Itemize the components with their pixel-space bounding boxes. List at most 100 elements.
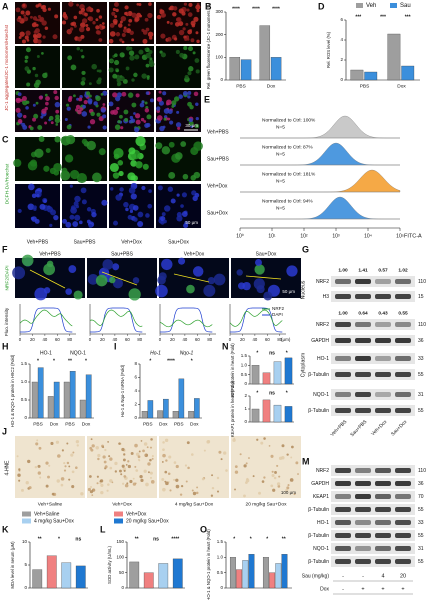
cell: [181, 11, 186, 16]
cell: [61, 449, 64, 452]
cell: [24, 35, 29, 40]
cell: [26, 39, 30, 42]
cell: [67, 29, 72, 34]
x-tick-label: Dox: [82, 421, 91, 427]
cell: [109, 162, 119, 173]
cell: [132, 205, 139, 211]
cell: [119, 52, 125, 58]
significance: *: [266, 536, 268, 542]
band: [335, 356, 351, 361]
cell: [87, 98, 93, 104]
cell: [155, 142, 163, 150]
cell: [157, 275, 166, 285]
cell: [29, 15, 33, 19]
cell: [67, 97, 72, 103]
cell: [60, 170, 71, 181]
cell: [78, 97, 83, 102]
panel-label: A: [2, 1, 9, 11]
row-note: Normalized to Ctrl: 94%: [262, 198, 313, 204]
cell: [52, 34, 58, 40]
panel-label: M: [302, 456, 310, 466]
cell: [102, 446, 105, 449]
band-label: β-Tubulin: [308, 408, 329, 414]
cell: [13, 158, 22, 168]
cell: [144, 108, 150, 113]
x-tick-label: 20: [240, 337, 245, 342]
cell: [21, 95, 27, 102]
cell: [91, 494, 94, 497]
band: [395, 372, 411, 377]
group-label: HO-1: [40, 350, 52, 356]
cell: [103, 460, 107, 464]
cell: [184, 37, 188, 41]
cell: [34, 218, 40, 224]
cell: [260, 441, 264, 445]
cell: [135, 136, 146, 147]
cell: [161, 477, 165, 481]
cell: [31, 193, 37, 199]
band-label: HO-1: [317, 356, 329, 362]
cell: [131, 12, 137, 18]
cell: [80, 7, 86, 13]
y-tick-label: 8: [134, 361, 137, 366]
cell: [193, 171, 201, 179]
cell: [276, 464, 279, 467]
band: [335, 533, 351, 538]
cell: [64, 154, 74, 163]
column-label: 20 mg/kg Sau+Dox: [246, 501, 288, 507]
cell: [15, 7, 21, 13]
cell: [187, 71, 192, 76]
cell: [87, 125, 91, 129]
cell: [76, 172, 88, 184]
legend-label: Veh+Saline: [34, 511, 60, 517]
cell: [168, 171, 176, 179]
bar: [172, 411, 179, 419]
cell: [81, 111, 88, 117]
cell: [68, 265, 77, 273]
blot-strip: [331, 465, 415, 476]
significance: *: [58, 536, 60, 542]
cell: [128, 147, 136, 155]
cell: [274, 471, 277, 474]
cell: [75, 439, 80, 444]
cell: [134, 54, 140, 60]
y-tick-label: 0: [340, 77, 343, 82]
cell: [118, 23, 123, 28]
cell: [112, 220, 119, 226]
bar: [387, 33, 401, 81]
cell: [182, 90, 188, 96]
cell: [79, 107, 84, 112]
cell: [182, 173, 189, 180]
bar: [69, 371, 76, 419]
cell: [101, 22, 105, 25]
cell: [23, 114, 27, 119]
cell: [175, 17, 181, 22]
cell: [125, 463, 128, 466]
cell: [223, 451, 227, 455]
x-tick-label: 20: [100, 337, 105, 342]
cell: [34, 148, 44, 158]
micrograph: [231, 436, 301, 498]
cell: [20, 10, 25, 15]
band: [375, 546, 391, 551]
cell: [136, 12, 142, 18]
cell: [133, 72, 138, 78]
nrf2-profile: [159, 319, 213, 328]
cell: [99, 482, 102, 485]
cell: [148, 2, 152, 6]
y-tick-label: 0: [24, 585, 27, 590]
micrograph: [15, 183, 60, 228]
band: [335, 392, 351, 397]
cell: [47, 7, 51, 11]
cell: [107, 483, 110, 486]
cell: [234, 488, 236, 491]
bar: [178, 378, 185, 419]
cell: [119, 187, 124, 192]
band: [335, 279, 351, 284]
cell: [114, 124, 121, 130]
cell: [144, 17, 149, 22]
cell: [184, 75, 189, 80]
micrograph: [15, 90, 61, 132]
significance: ***: [380, 14, 386, 20]
cell: [32, 66, 36, 71]
